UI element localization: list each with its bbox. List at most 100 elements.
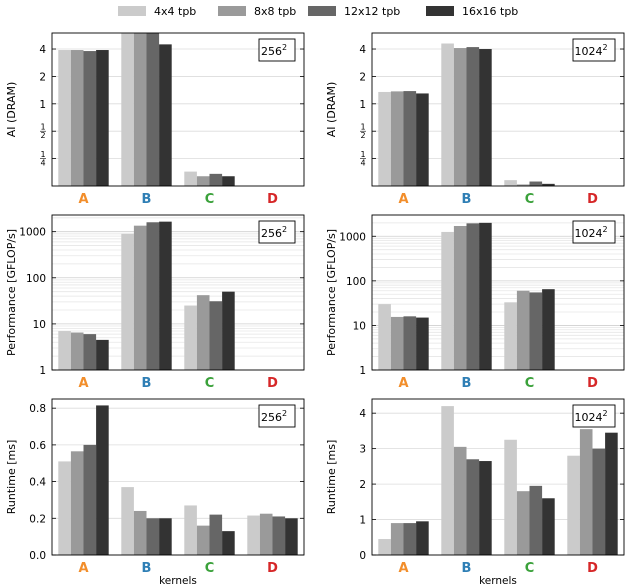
- category-label: A: [78, 376, 88, 391]
- legend-swatch: [118, 6, 146, 16]
- bar: [184, 171, 197, 186]
- category-label: B: [142, 376, 152, 391]
- bar: [58, 50, 71, 187]
- bar: [146, 518, 160, 555]
- size-label: 2562: [261, 409, 287, 424]
- size-label-box: [572, 404, 616, 428]
- bar: [83, 444, 97, 555]
- bar: [96, 339, 109, 370]
- bar: [529, 485, 543, 555]
- bar: [416, 93, 429, 186]
- plot-frame: [371, 32, 625, 187]
- bar: [390, 523, 404, 555]
- bar: [209, 514, 223, 555]
- plot-frame: [371, 214, 625, 371]
- bar: [504, 439, 517, 555]
- category-label: A: [398, 376, 408, 391]
- category-label: C: [525, 561, 535, 576]
- category-label: A: [78, 561, 88, 576]
- bar: [403, 523, 417, 555]
- bar: [70, 332, 84, 370]
- bar: [378, 539, 391, 555]
- category-label: B: [462, 192, 472, 207]
- y-axis-label: AI (DRAM): [325, 82, 338, 138]
- bar: [504, 302, 517, 370]
- size-label: 10242: [574, 43, 607, 58]
- y-tick-label: 0.2: [29, 513, 46, 525]
- category-label: B: [142, 561, 152, 576]
- bar: [96, 50, 109, 187]
- legend-item: 4x4 tpb: [118, 4, 196, 18]
- bar: [146, 222, 160, 370]
- category-label: D: [587, 561, 598, 576]
- bar: [390, 91, 404, 186]
- bar: [222, 291, 235, 370]
- bar: [441, 406, 454, 555]
- bar: [416, 317, 429, 370]
- y-tick-label: 0.6: [29, 440, 46, 452]
- legend-label: 4x4 tpb: [154, 4, 197, 18]
- y-axis-label: Performance [GFLOP/s]: [5, 229, 18, 356]
- plot-frame: [371, 398, 625, 556]
- bar: [133, 225, 147, 370]
- y-tick-label: 100: [346, 276, 366, 288]
- category-label: B: [462, 376, 472, 391]
- bar: [196, 176, 210, 186]
- bar: [96, 405, 109, 555]
- bar: [184, 505, 197, 555]
- category-label: C: [205, 561, 215, 576]
- bar: [466, 47, 480, 187]
- size-label: 2562: [261, 43, 287, 58]
- y-tick-label: 1: [39, 99, 46, 111]
- category-label: D: [587, 376, 598, 391]
- y-tick-label: 2: [39, 71, 46, 83]
- legend-item: 12x12 tpb: [308, 4, 400, 18]
- category-label: C: [205, 376, 215, 391]
- y-tick-label: 4: [359, 408, 366, 420]
- category-label: A: [78, 192, 88, 207]
- y-axis-label: Performance [GFLOP/s]: [325, 229, 338, 356]
- bar: [378, 304, 391, 370]
- bar: [529, 292, 543, 370]
- bar: [83, 51, 97, 186]
- bar: [247, 515, 260, 555]
- y-tick-label: 100: [26, 273, 46, 285]
- chart-panel: 0 1 2 3 4 A B C D Runtime [ms] kernels 10242: [325, 398, 625, 587]
- legend-swatch: [426, 6, 454, 16]
- category-label: D: [267, 376, 278, 391]
- category-label: C: [525, 376, 535, 391]
- y-tick-label: 1: [359, 365, 366, 377]
- bar: [453, 48, 467, 186]
- x-axis-label: kernels: [479, 575, 517, 587]
- bar: [209, 173, 223, 186]
- bar: [516, 491, 530, 555]
- bar: [121, 487, 134, 555]
- bar: [159, 518, 172, 555]
- size-label-box: [258, 220, 296, 244]
- bar: [70, 451, 84, 555]
- y-tick-label: 2: [359, 71, 366, 83]
- x-axis-label: kernels: [159, 575, 197, 587]
- bar: [133, 510, 147, 555]
- bar: [479, 461, 492, 555]
- y-axis-label: AI (DRAM): [5, 82, 18, 138]
- y-tick-label: 1: [359, 515, 366, 527]
- bar: [441, 43, 454, 187]
- legend-label: 16x16 tpb: [462, 4, 519, 18]
- y-axis-label: Runtime [ms]: [5, 440, 18, 514]
- chart-panel: 1 10 100 1000 A B C D Performance [GFLOP/s] 2562: [5, 214, 305, 391]
- bar: [222, 176, 235, 186]
- bar: [378, 91, 391, 186]
- y-tick-label: 3: [359, 444, 366, 456]
- legend-swatch: [308, 6, 336, 16]
- bar: [516, 184, 530, 186]
- bar: [441, 231, 454, 370]
- plot-frame: [51, 32, 305, 187]
- bar: [453, 446, 467, 555]
- bar: [390, 316, 404, 370]
- legend-item: 8x8 tpb: [218, 4, 296, 18]
